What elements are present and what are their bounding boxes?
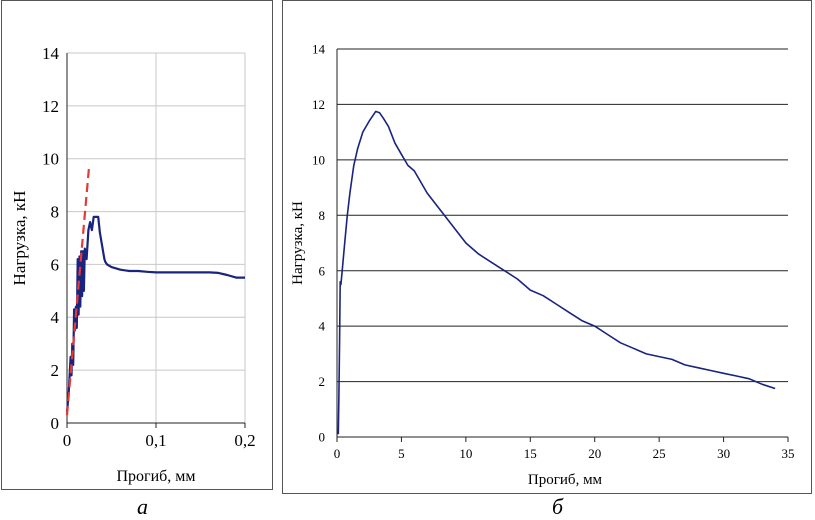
y-tick-label: 12 (312, 97, 325, 112)
y-tick-label: 14 (312, 42, 326, 57)
chart-panel-a: 0 2 4 6 8 10 12 14 0 0,1 0,2 Прогиб, мм Нагрузка, … (1, 0, 273, 519)
chart-a-panel-tag: а (137, 494, 148, 519)
y-tick-label: 4 (51, 308, 60, 327)
chart-b-x-label: Прогиб, мм (528, 472, 603, 488)
chart-a-axes (66, 53, 246, 428)
x-tick-label: 10 (459, 446, 472, 461)
chart-a-frame (1, 0, 273, 490)
x-tick-label: 15 (524, 446, 537, 461)
chart-b-tick-labels: 0 2 4 6 8 10 12 14 0 5 10 15 20 25 30 35 (312, 42, 795, 461)
chart-b-y-label: Нагрузка, кН (290, 201, 306, 285)
x-tick-label: 0,2 (234, 431, 255, 450)
y-tick-label: 8 (319, 208, 326, 223)
series-main-line (337, 110, 776, 435)
chart-b-panel-tag: б (552, 494, 564, 519)
chart-a-x-label: Прогиб, мм (116, 468, 195, 485)
chart-panel-b: 0 2 4 6 8 10 12 14 0 5 10 15 20 25 30 35 Прогиб, мм Наг… (282, 0, 812, 519)
chart-a-y-label: Нагрузка, кН (10, 191, 29, 286)
chart-b-svg: 0 2 4 6 8 10 12 14 0 5 10 15 20 25 30 35 Прогиб, мм Наг… (282, 0, 812, 494)
chart-a-tick-labels: 0 2 4 6 8 10 12 14 0 0,1 0,2 (42, 44, 256, 450)
chart-a-series (65, 163, 245, 416)
y-tick-label: 2 (51, 361, 60, 380)
y-tick-label: 4 (319, 319, 326, 334)
chart-b-series (337, 110, 776, 435)
y-tick-label: 6 (319, 263, 326, 278)
series-dashed-line (65, 163, 91, 416)
x-tick-label: 30 (717, 446, 730, 461)
chart-a-grid (67, 52, 246, 423)
y-tick-label: 14 (42, 44, 60, 63)
x-tick-label: 0 (63, 431, 72, 450)
x-tick-label: 35 (782, 446, 795, 461)
y-tick-label: 2 (319, 374, 326, 389)
y-tick-label: 10 (312, 152, 325, 167)
y-tick-label: 12 (42, 97, 59, 116)
y-tick-label: 10 (42, 150, 59, 169)
y-tick-label: 8 (51, 203, 60, 222)
chart-b-grid (337, 48, 788, 383)
y-tick-label: 0 (319, 430, 326, 445)
chart-b-axes (336, 49, 789, 442)
x-tick-label: 20 (588, 446, 601, 461)
y-tick-label: 0 (51, 414, 60, 433)
x-tick-label: 5 (398, 446, 405, 461)
x-tick-label: 0 (334, 446, 341, 461)
chart-b-frame (282, 0, 812, 494)
x-tick-label: 0,1 (145, 431, 166, 450)
chart-a-svg: 0 2 4 6 8 10 12 14 0 0,1 0,2 Прогиб, мм Нагрузка, … (1, 0, 273, 490)
y-tick-label: 6 (51, 255, 60, 274)
x-tick-label: 25 (653, 446, 666, 461)
